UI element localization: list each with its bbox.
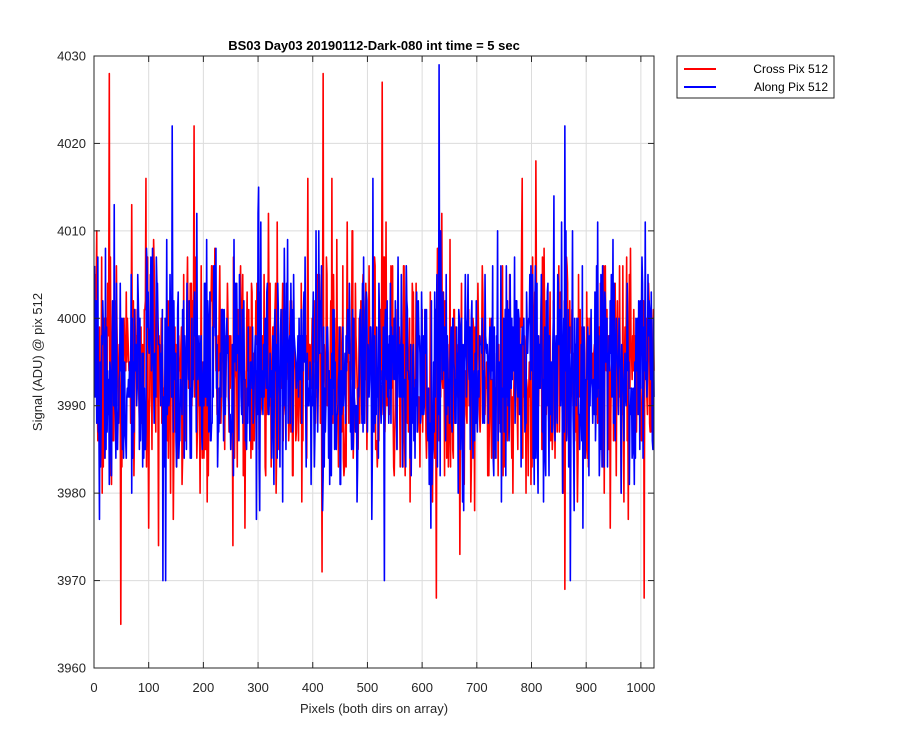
chart-title: BS03 Day03 20190112-Dark-080 int time = … [228,38,520,53]
x-tick-label: 1000 [626,680,655,695]
series-line-along [93,63,655,582]
y-tick-label: 3990 [57,398,86,413]
series-layer [93,63,655,626]
legend-box [676,55,835,99]
x-tick-label: 300 [247,680,269,695]
x-tick-label: 600 [411,680,433,695]
y-tick-label: 4030 [57,49,86,64]
y-tick-label: 3960 [57,661,86,676]
y-tick-label: 4020 [57,136,86,151]
x-tick-label: 900 [575,680,597,695]
legend: Cross Pix 512 Along Pix 512 [676,55,835,99]
legend-label-along: Along Pix 512 [754,80,828,94]
axis-ticks: 0 100 200 300 400 500 600 700 800 900 1000 3960 3970… [57,49,655,696]
x-tick-label: 800 [521,680,543,695]
plot-area: 0 100 200 300 400 500 600 700 800 900 1000 3960 3970… [57,49,655,696]
axes-box [93,55,655,669]
y-tick-label: 4000 [57,311,86,326]
x-axis-label: Pixels (both dirs on array) [300,701,448,716]
x-tick-label: 200 [193,680,215,695]
y-axis-label: Signal (ADU) @ pix 512 [30,293,45,431]
x-tick-label: 500 [357,680,379,695]
y-tick-label: 3970 [57,573,86,588]
x-tick-label: 100 [138,680,160,695]
y-tick-label: 3980 [57,486,86,501]
x-tick-label: 400 [302,680,324,695]
legend-label-cross: Cross Pix 512 [753,62,828,76]
x-tick-label: 0 [90,680,97,695]
y-tick-label: 4010 [57,223,86,238]
x-tick-label: 700 [466,680,488,695]
